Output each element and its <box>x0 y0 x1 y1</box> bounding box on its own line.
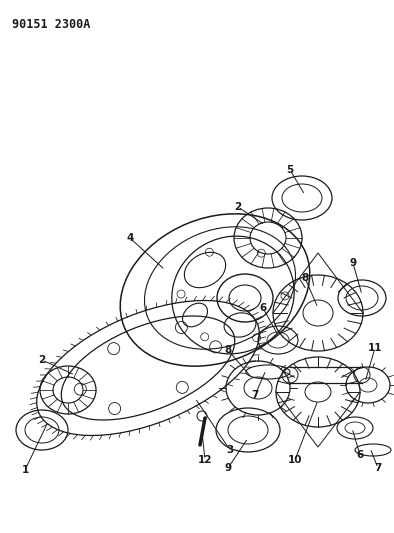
Text: 5: 5 <box>286 165 294 175</box>
Text: 12: 12 <box>198 455 212 465</box>
Text: 3: 3 <box>227 445 234 455</box>
Text: 10: 10 <box>288 455 302 465</box>
Text: 4: 4 <box>126 233 134 243</box>
Text: 9: 9 <box>349 258 357 268</box>
Text: 7: 7 <box>374 463 382 473</box>
Text: 6: 6 <box>259 303 267 313</box>
Text: 8: 8 <box>301 273 309 283</box>
Text: 8: 8 <box>224 345 232 355</box>
Text: 9: 9 <box>225 463 232 473</box>
Text: 1: 1 <box>21 465 29 475</box>
Text: 2: 2 <box>234 202 242 212</box>
Text: 2: 2 <box>38 355 46 365</box>
Text: 6: 6 <box>357 450 364 460</box>
Text: 90151 2300A: 90151 2300A <box>12 18 90 31</box>
Text: 11: 11 <box>368 343 382 353</box>
Text: 7: 7 <box>251 390 259 400</box>
